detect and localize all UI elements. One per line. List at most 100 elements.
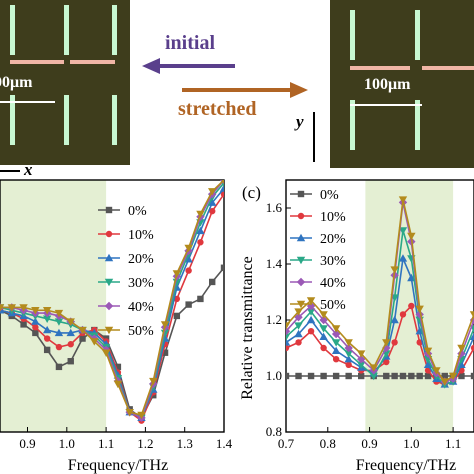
scale-label-stretched: 100μm — [364, 76, 411, 93]
series-group — [0, 180, 224, 424]
data-point-0% — [185, 301, 192, 308]
data-point-20% — [0, 306, 5, 314]
data-point-0% — [358, 372, 365, 380]
data-point-0% — [20, 321, 27, 328]
initial-arrow-icon — [142, 58, 235, 74]
data-point-50% — [306, 297, 316, 305]
data-point-20% — [423, 360, 433, 368]
data-point-10% — [320, 344, 327, 352]
data-point-0% — [286, 372, 290, 380]
data-point-50% — [101, 349, 111, 357]
data-point-20% — [42, 325, 52, 334]
data-point-50% — [66, 318, 75, 326]
legend-marker-0% — [105, 206, 113, 214]
data-point-10% — [345, 361, 352, 368]
x-tick-label: 0.8 — [320, 436, 336, 451]
y-tick-label: 1.6 — [266, 200, 283, 215]
legend-marker-50% — [104, 326, 114, 335]
data-point-20% — [31, 317, 40, 325]
x-tick-label: 1.0 — [403, 436, 419, 451]
x-tick-label: 1.0 — [59, 436, 75, 451]
x-tick-label: 0.7 — [278, 436, 295, 451]
data-point-10% — [32, 324, 39, 331]
data-point-50% — [196, 210, 205, 219]
legend-marker-40% — [296, 277, 306, 287]
data-point-40% — [331, 329, 341, 339]
data-point-30% — [398, 227, 408, 235]
data-point-50% — [149, 377, 158, 386]
legend-marker-50% — [296, 300, 306, 309]
plot-frame — [0, 179, 225, 433]
data-point-10% — [408, 302, 415, 310]
data-point-10% — [43, 335, 51, 342]
data-point-0% — [383, 372, 390, 380]
x-axis-letter-left: x — [24, 160, 33, 179]
data-point-20% — [219, 184, 224, 192]
data-point-50% — [469, 311, 474, 319]
data-point-0% — [320, 372, 327, 380]
x-axis-label-transmittance: Frequency/THz — [356, 457, 456, 474]
data-point-20% — [196, 226, 205, 235]
x-axis-arrow-left — [0, 170, 20, 172]
data-point-0% — [220, 264, 224, 271]
data-point-0% — [67, 358, 74, 365]
data-point-50% — [31, 307, 40, 315]
data-point-30% — [306, 308, 316, 316]
data-point-40% — [286, 327, 291, 336]
y-axis-letter-right: y — [296, 112, 304, 131]
data-point-30% — [294, 322, 303, 330]
x-tick-label: 1.3 — [177, 436, 193, 451]
data-point-0% — [161, 349, 169, 356]
data-point-0% — [441, 372, 448, 380]
data-point-50% — [221, 180, 224, 185]
data-point-10% — [67, 341, 74, 348]
data-point-10% — [307, 328, 315, 335]
data-point-40% — [382, 343, 391, 353]
data-point-50% — [172, 270, 182, 278]
data-point-10% — [55, 343, 63, 351]
data-point-50% — [440, 378, 449, 386]
x-tick-label: 1.1 — [445, 436, 461, 451]
data-point-20% — [54, 328, 64, 337]
data-point-50% — [19, 304, 28, 312]
data-point-30% — [369, 372, 378, 381]
data-point-50% — [125, 408, 134, 417]
data-point-50% — [432, 367, 441, 375]
legend-marker-0% — [297, 190, 305, 198]
data-point-0% — [399, 372, 407, 380]
data-point-40% — [344, 343, 353, 353]
panel-title-c: (c) — [242, 183, 261, 202]
legend-marker-30% — [104, 278, 114, 287]
legend-label-30%: 30% — [320, 254, 346, 269]
scale-bar-initial — [0, 101, 55, 103]
data-point-50% — [294, 308, 303, 316]
data-point-20% — [344, 355, 353, 363]
legend-label-40%: 40% — [320, 276, 346, 291]
legend-label-20%: 20% — [128, 252, 154, 267]
data-point-50% — [42, 307, 52, 315]
data-point-10% — [470, 344, 474, 352]
data-point-20% — [208, 198, 217, 206]
data-point-50% — [90, 338, 99, 346]
x-tick-label: 0.9 — [19, 436, 35, 451]
legend-label-0%: 0% — [128, 204, 147, 219]
data-point-10% — [286, 344, 290, 352]
data-point-50% — [423, 347, 433, 355]
data-point-50% — [457, 344, 466, 353]
data-point-50% — [7, 304, 16, 312]
data-point-0% — [32, 329, 39, 337]
data-point-10% — [209, 207, 216, 215]
data-point-20% — [331, 346, 341, 354]
x-tick-label: 1.4 — [216, 436, 233, 451]
data-point-50% — [331, 325, 341, 333]
legend-label-50%: 50% — [128, 324, 154, 339]
data-point-0% — [332, 372, 340, 380]
legend-label-40%: 40% — [128, 300, 154, 315]
legend-label-50%: 50% — [320, 298, 346, 313]
scale-bar-stretched — [350, 104, 422, 106]
data-point-50% — [390, 266, 399, 274]
data-point-50% — [137, 411, 146, 420]
data-point-0% — [424, 372, 432, 380]
data-point-0% — [416, 372, 423, 380]
data-point-50% — [344, 339, 353, 347]
